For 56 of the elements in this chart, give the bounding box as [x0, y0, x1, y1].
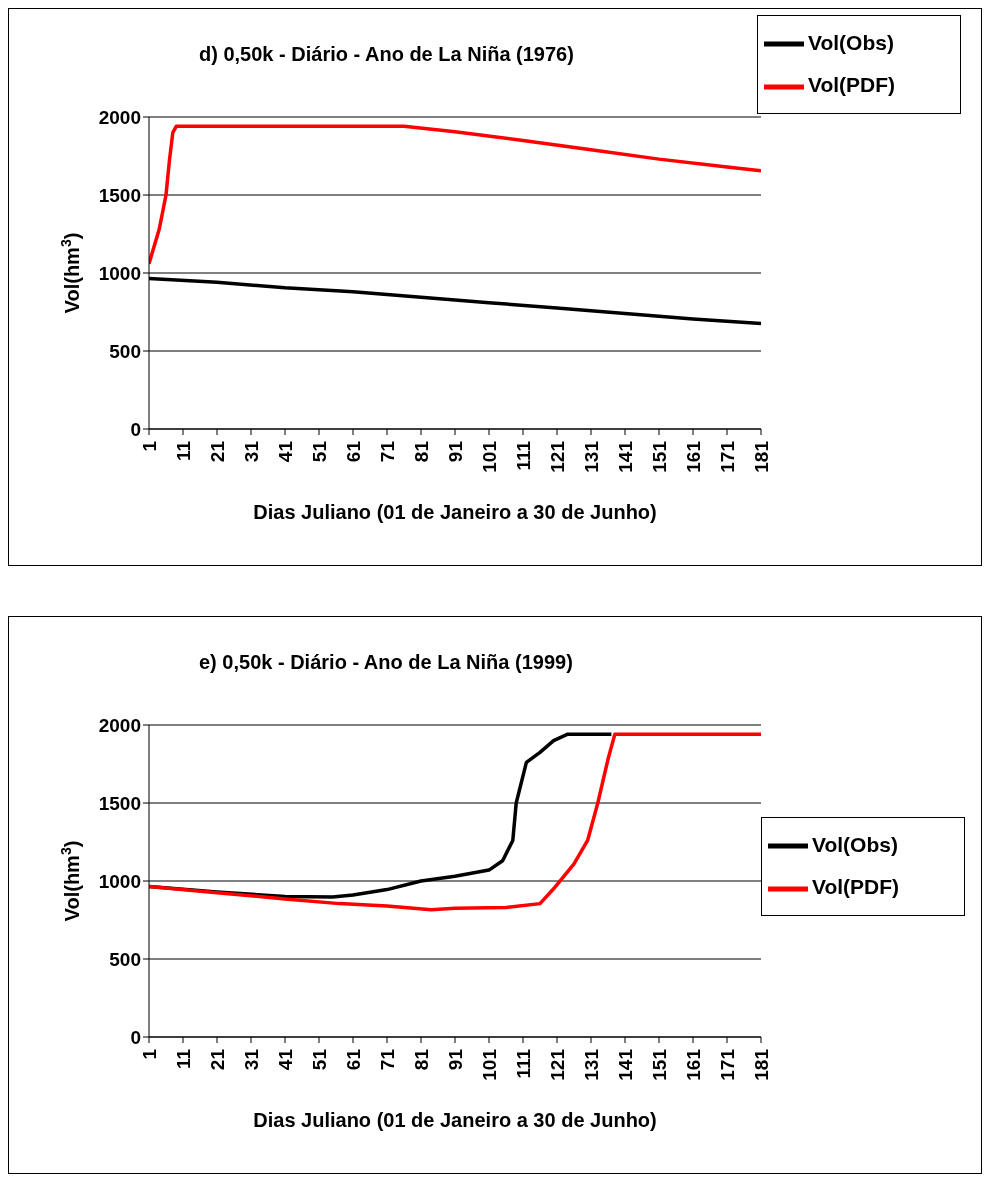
y-tick-label: 500 — [109, 340, 141, 362]
x-tick-label: 21 — [206, 440, 228, 463]
x-tick-label: 71 — [376, 1048, 398, 1071]
legend-label: Vol(Obs) — [812, 833, 898, 856]
y-tick-label: 2000 — [98, 106, 141, 128]
x-tick-label: 61 — [342, 1048, 364, 1071]
x-tick-label: 11 — [172, 1048, 194, 1070]
x-tick-label: 131 — [580, 1048, 602, 1081]
x-tick-label: 171 — [716, 440, 738, 473]
legend-label: Vol(Obs) — [808, 31, 894, 54]
x-tick-label: 161 — [682, 440, 704, 473]
x-tick-label: 21 — [206, 1048, 228, 1071]
x-tick-label: 111 — [512, 440, 534, 471]
y-tick-label: 1500 — [98, 792, 141, 814]
y-tick-label: 0 — [130, 1026, 141, 1048]
x-tick-label: 91 — [444, 440, 466, 463]
x-tick-label: 151 — [648, 1048, 670, 1081]
x-axis-title: Dias Juliano (01 de Janeiro a 30 de Junho) — [253, 1109, 657, 1131]
x-tick-label: 121 — [546, 440, 568, 473]
y-tick-label: 1500 — [98, 184, 141, 206]
y-tick-label: 0 — [130, 418, 141, 440]
x-tick-label: 31 — [240, 1048, 262, 1071]
x-tick-label: 181 — [750, 1048, 772, 1081]
y-tick-label: 1000 — [98, 870, 141, 892]
y-tick-label: 2000 — [98, 714, 141, 736]
x-tick-label: 81 — [410, 1048, 432, 1071]
x-tick-label: 71 — [376, 440, 398, 463]
x-tick-label: 181 — [750, 440, 772, 473]
x-tick-label: 11 — [172, 440, 194, 462]
y-tick-label: 1000 — [98, 262, 141, 284]
x-tick-label: 1 — [138, 440, 160, 452]
x-tick-label: 151 — [648, 440, 670, 473]
x-tick-label: 51 — [308, 440, 330, 463]
chart-title: d) 0,50k - Diário - Ano de La Niña (1976) — [199, 43, 574, 66]
x-axis-title: Dias Juliano (01 de Janeiro a 30 de Junho) — [253, 501, 657, 523]
x-tick-label: 31 — [240, 440, 262, 463]
x-tick-label: 111 — [512, 1048, 534, 1079]
x-tick-label: 41 — [274, 1048, 296, 1071]
x-tick-label: 101 — [478, 440, 500, 473]
x-tick-label: 131 — [580, 440, 602, 473]
x-tick-label: 51 — [308, 1048, 330, 1071]
chart-title: e) 0,50k - Diário - Ano de La Niña (1999) — [199, 651, 573, 674]
legend-label: Vol(PDF) — [812, 875, 900, 899]
x-tick-label: 101 — [478, 1048, 500, 1081]
x-tick-label: 161 — [682, 1048, 704, 1081]
x-tick-label: 61 — [342, 440, 364, 463]
x-tick-label: 91 — [444, 1048, 466, 1071]
x-tick-label: 81 — [410, 440, 432, 463]
x-tick-label: 41 — [274, 440, 296, 463]
legend-label: Vol(PDF) — [808, 73, 896, 97]
x-tick-label: 171 — [716, 1048, 738, 1081]
x-tick-label: 1 — [138, 1048, 160, 1060]
x-tick-label: 141 — [614, 440, 636, 473]
x-tick-label: 141 — [614, 1048, 636, 1081]
x-tick-label: 121 — [546, 1048, 568, 1081]
y-tick-label: 500 — [109, 948, 141, 970]
